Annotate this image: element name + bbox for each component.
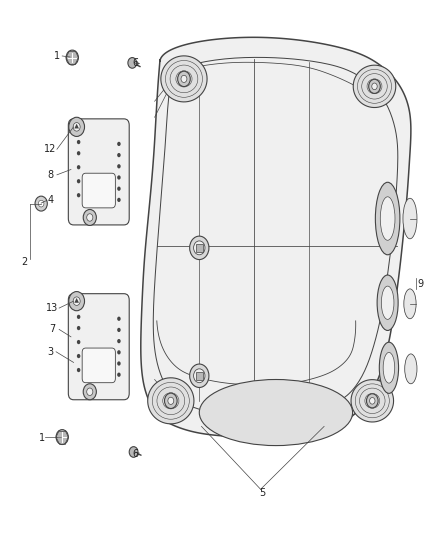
Polygon shape xyxy=(161,56,207,102)
FancyBboxPatch shape xyxy=(68,119,129,225)
Text: 6: 6 xyxy=(133,58,139,68)
Polygon shape xyxy=(74,124,79,128)
Circle shape xyxy=(117,187,120,191)
FancyBboxPatch shape xyxy=(196,372,203,380)
Circle shape xyxy=(178,71,190,86)
Circle shape xyxy=(117,142,120,146)
Circle shape xyxy=(77,165,80,169)
Ellipse shape xyxy=(375,182,400,255)
Circle shape xyxy=(194,369,205,383)
Circle shape xyxy=(87,214,93,221)
Circle shape xyxy=(165,393,177,408)
Circle shape xyxy=(83,384,96,400)
Text: 6: 6 xyxy=(133,449,139,459)
Circle shape xyxy=(39,200,44,207)
Polygon shape xyxy=(148,378,194,424)
FancyBboxPatch shape xyxy=(82,348,115,383)
Circle shape xyxy=(77,193,80,197)
Text: 7: 7 xyxy=(49,325,56,334)
Circle shape xyxy=(77,314,80,319)
Polygon shape xyxy=(74,298,79,303)
Ellipse shape xyxy=(199,379,353,446)
Ellipse shape xyxy=(380,197,395,240)
FancyBboxPatch shape xyxy=(196,244,203,252)
Circle shape xyxy=(168,397,174,405)
Circle shape xyxy=(56,430,68,445)
Circle shape xyxy=(77,140,80,144)
Text: 1: 1 xyxy=(54,51,60,61)
Text: 13: 13 xyxy=(46,303,59,313)
Text: 9: 9 xyxy=(417,279,424,288)
Circle shape xyxy=(117,328,120,332)
Circle shape xyxy=(87,388,93,395)
Circle shape xyxy=(66,50,78,65)
Circle shape xyxy=(69,117,85,136)
Circle shape xyxy=(77,368,80,372)
Circle shape xyxy=(190,364,209,387)
Circle shape xyxy=(117,361,120,366)
Circle shape xyxy=(73,297,80,305)
Text: 1: 1 xyxy=(39,433,45,443)
Text: 2: 2 xyxy=(21,257,27,267)
Ellipse shape xyxy=(383,352,395,383)
Ellipse shape xyxy=(403,198,417,239)
Ellipse shape xyxy=(381,286,394,319)
Circle shape xyxy=(117,317,120,321)
Ellipse shape xyxy=(404,289,416,319)
Circle shape xyxy=(128,58,137,68)
Circle shape xyxy=(117,175,120,180)
Circle shape xyxy=(35,196,47,211)
Circle shape xyxy=(372,83,377,90)
Circle shape xyxy=(190,236,209,260)
Circle shape xyxy=(117,373,120,377)
Circle shape xyxy=(77,179,80,183)
Circle shape xyxy=(69,292,85,311)
Circle shape xyxy=(367,394,378,408)
Circle shape xyxy=(83,209,96,225)
Text: 4: 4 xyxy=(47,196,53,205)
Circle shape xyxy=(117,339,120,343)
Ellipse shape xyxy=(405,354,417,384)
Circle shape xyxy=(369,79,380,93)
Polygon shape xyxy=(353,65,396,108)
Circle shape xyxy=(73,123,80,131)
FancyBboxPatch shape xyxy=(68,294,129,400)
Circle shape xyxy=(77,151,80,156)
Text: 3: 3 xyxy=(47,347,53,357)
Ellipse shape xyxy=(377,275,398,330)
Circle shape xyxy=(129,447,138,457)
Circle shape xyxy=(181,75,187,83)
Circle shape xyxy=(77,340,80,344)
Text: 12: 12 xyxy=(44,144,57,154)
Circle shape xyxy=(117,153,120,157)
Circle shape xyxy=(117,350,120,354)
Polygon shape xyxy=(141,37,411,437)
Ellipse shape xyxy=(379,342,399,393)
Text: 8: 8 xyxy=(47,170,53,180)
Circle shape xyxy=(117,198,120,202)
Circle shape xyxy=(194,241,205,255)
Circle shape xyxy=(370,398,375,404)
Circle shape xyxy=(77,354,80,358)
Polygon shape xyxy=(351,379,394,422)
Circle shape xyxy=(77,326,80,330)
Text: 5: 5 xyxy=(260,488,266,498)
FancyBboxPatch shape xyxy=(82,173,115,208)
Circle shape xyxy=(117,164,120,168)
